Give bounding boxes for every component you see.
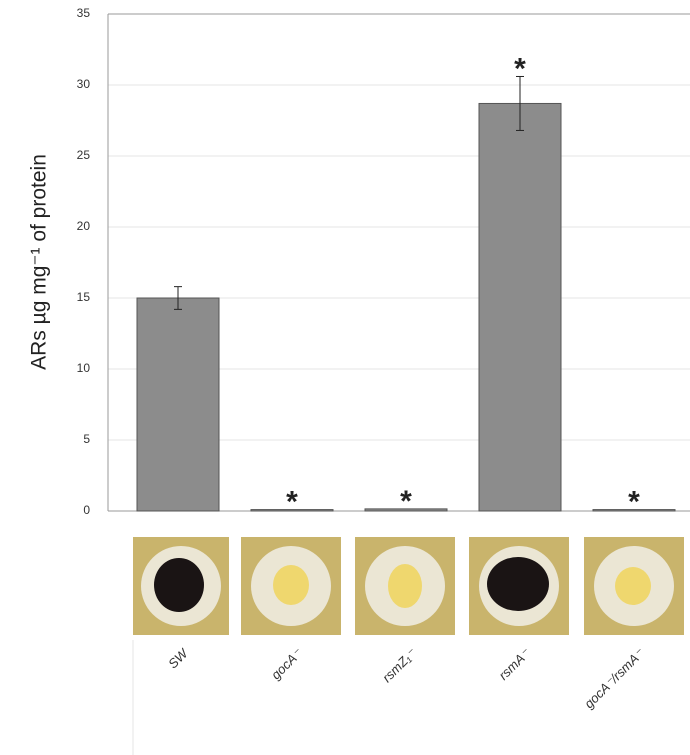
y-tick-label: 25 xyxy=(77,148,91,162)
x-tick-label: rsmA⁻ xyxy=(496,645,534,683)
significance-mark: * xyxy=(286,486,298,519)
x-tick-label: rsmZ₁⁻ xyxy=(379,645,419,685)
y-tick-label: 0 xyxy=(83,503,90,517)
bar xyxy=(479,103,561,511)
y-tick-label: 20 xyxy=(77,219,91,233)
significance-mark: * xyxy=(514,52,526,85)
x-tick-label: gocA⁻ xyxy=(268,645,305,682)
y-tick-label: 35 xyxy=(77,6,91,20)
significance-mark: * xyxy=(400,485,412,518)
bar xyxy=(137,298,219,511)
y-axis-label: ARs µg mg⁻¹ of protein xyxy=(28,154,51,370)
chart: ARs µg mg⁻¹ of protein 0 5 10 15 20 25 30 35 SW *… xyxy=(0,0,690,755)
y-tick-label: 30 xyxy=(77,77,91,91)
y-tick-label: 5 xyxy=(83,432,90,446)
y-tick-label: 10 xyxy=(77,361,91,375)
x-tick-label: SW xyxy=(165,645,192,672)
significance-mark: * xyxy=(628,486,640,519)
x-tick-label: gocA⁻/rsmA⁻ xyxy=(581,645,647,711)
colony-photos xyxy=(133,537,684,755)
y-tick-label: 15 xyxy=(77,290,91,304)
